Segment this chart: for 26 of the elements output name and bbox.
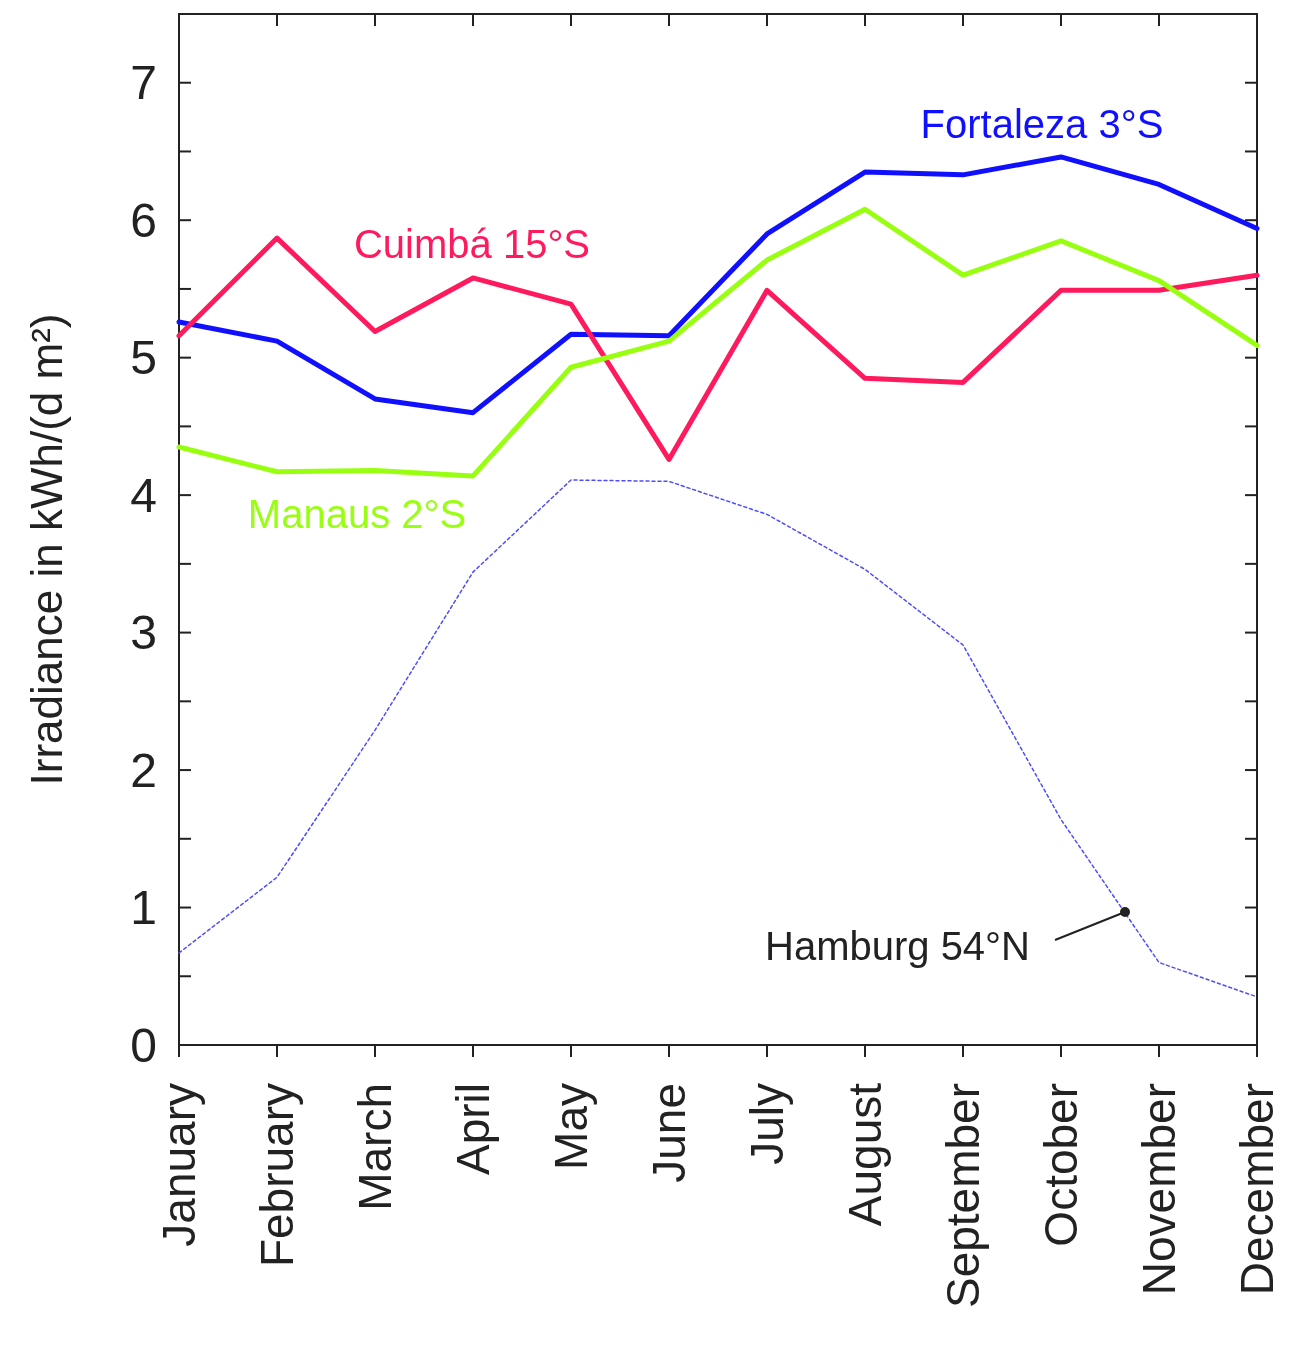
y-tick-label: 4 bbox=[130, 468, 157, 522]
y-tick-label: 0 bbox=[130, 1018, 157, 1072]
line-series bbox=[178, 479, 1258, 998]
x-tick-label: August bbox=[839, 1082, 891, 1227]
y-tick-label: 5 bbox=[130, 331, 157, 385]
y-tick-label: 6 bbox=[130, 193, 157, 247]
x-tick-label: February bbox=[251, 1083, 303, 1268]
x-tick-label: October bbox=[1035, 1083, 1087, 1247]
y-tick-label: 1 bbox=[130, 881, 157, 935]
x-tick-label: July bbox=[741, 1083, 793, 1165]
x-tick-label: June bbox=[643, 1083, 695, 1183]
series-label: Manaus 2°S bbox=[247, 492, 467, 536]
x-tick-label: March bbox=[349, 1083, 401, 1211]
y-tick-label: 7 bbox=[130, 56, 157, 110]
x-tick-label: December bbox=[1231, 1083, 1283, 1296]
series-label: Cuimbá 15°S bbox=[353, 222, 591, 266]
y-tick-label: 3 bbox=[130, 606, 157, 660]
y-axis-title: Irradiance in kWh/(d m²) bbox=[22, 313, 71, 786]
y-tick-label: 2 bbox=[130, 743, 157, 797]
x-tick-label: January bbox=[153, 1083, 205, 1247]
x-tick-label: September bbox=[937, 1083, 989, 1309]
x-tick-label: November bbox=[1133, 1083, 1185, 1296]
x-tick-label: April bbox=[447, 1083, 499, 1176]
x-tick-label: May bbox=[545, 1083, 597, 1170]
text: Hamburg 54°N bbox=[765, 924, 1030, 968]
series-label: Fortaleza 3°S bbox=[920, 102, 1164, 146]
